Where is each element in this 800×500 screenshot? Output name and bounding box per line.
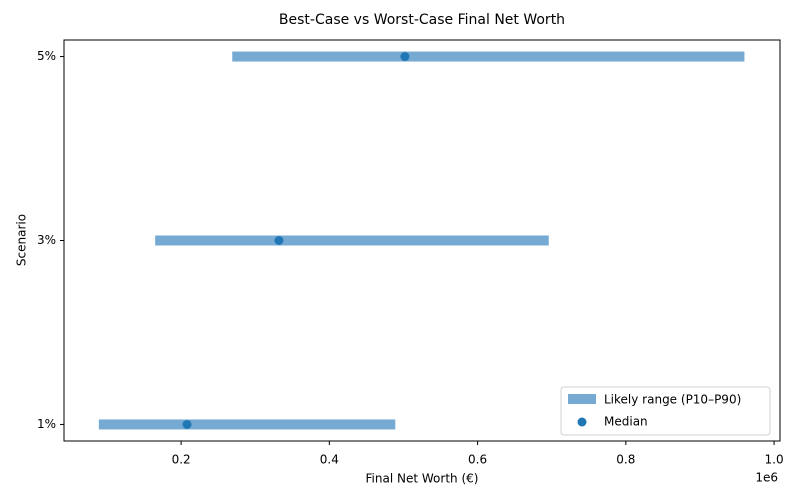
legend-box xyxy=(560,386,771,436)
chart-title: Best-Case vs Worst-Case Final Net Worth xyxy=(279,12,565,28)
y-tick-label: 1% xyxy=(37,417,56,431)
y-axis-label: Scenario xyxy=(15,214,29,266)
plot-frame xyxy=(63,39,781,442)
y-tick-label: 3% xyxy=(37,233,56,247)
x-tick-label: 0.8 xyxy=(616,453,635,467)
legend-marker xyxy=(577,417,587,427)
median-point xyxy=(182,419,192,429)
legend-swatch xyxy=(568,394,596,404)
y-tick-label: 5% xyxy=(37,49,56,63)
x-axis-label: Final Net Worth (€) xyxy=(366,472,479,486)
range-bar xyxy=(155,235,549,246)
median-point xyxy=(274,236,284,245)
range-bar xyxy=(232,51,745,62)
x-tick-label: 1.0 xyxy=(765,453,784,467)
x-tick-label: 0.6 xyxy=(468,453,487,467)
x-tick-label: 0.2 xyxy=(172,453,191,467)
legend-label: Median xyxy=(604,415,648,429)
x-tick-label: 0.4 xyxy=(320,453,339,467)
median-point xyxy=(400,52,410,62)
range-bar xyxy=(98,419,396,430)
x-offset-label: 1e6 xyxy=(755,471,778,485)
legend-label: Likely range (P10–P90) xyxy=(604,393,741,407)
